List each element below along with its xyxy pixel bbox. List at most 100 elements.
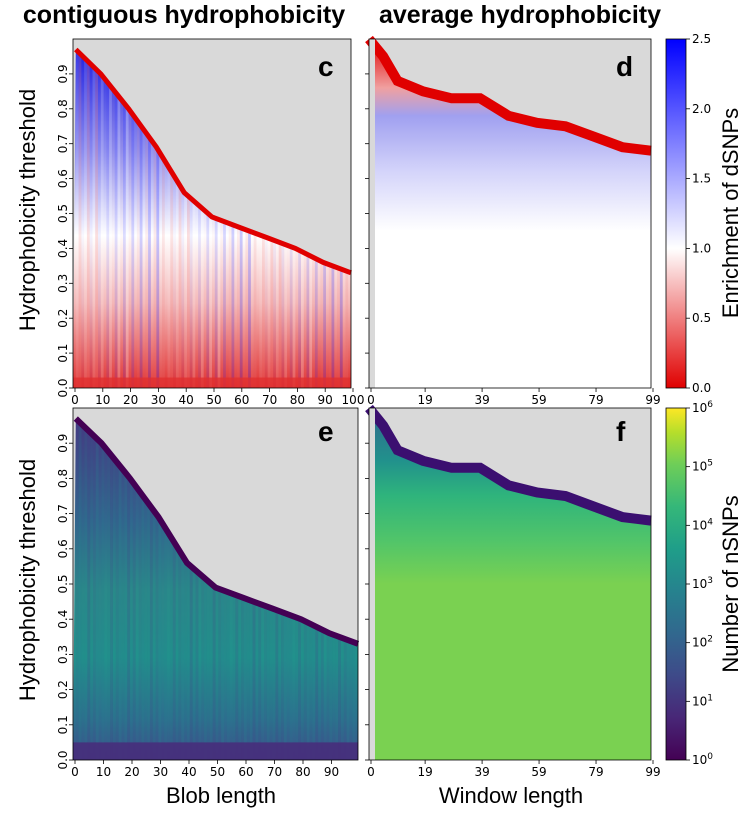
heatmap-column (346, 639, 350, 760)
heatmap-column (189, 565, 193, 760)
heatmap-column (131, 112, 135, 388)
heatmap-column (164, 526, 168, 760)
heatmap-column (143, 128, 146, 388)
heatmap-column (255, 602, 259, 760)
colorbar-label-top: Enrichment of dSNPs (718, 108, 743, 318)
heatmap-column (273, 240, 276, 388)
heatmap-column (113, 457, 116, 760)
heatmap-column (159, 151, 162, 388)
heatmap-column (238, 596, 241, 760)
heatmap-column (110, 453, 113, 760)
heatmap-column (212, 217, 215, 388)
heatmap-column (326, 263, 329, 388)
heatmap-column (312, 624, 316, 760)
heatmap-column (232, 593, 236, 760)
heatmap-column (266, 606, 270, 760)
x-axis-label-left: Blob length (166, 783, 276, 808)
heatmap-column (204, 577, 207, 760)
heatmap-column (207, 580, 210, 760)
y-tick-label: 0.8 (56, 469, 70, 488)
heatmap-column (235, 594, 239, 760)
heatmap-column (221, 589, 225, 760)
heatmap-column (87, 429, 91, 760)
heatmap-column (82, 424, 85, 760)
heatmap-column (95, 68, 98, 388)
y-tick-label: 0.3 (56, 645, 70, 664)
heatmap-column (169, 535, 173, 760)
y-tick-label: 0.7 (56, 134, 70, 153)
y-tick-label: 0.4 (56, 239, 70, 258)
heatmap-column (178, 183, 182, 388)
x-tick-label: 20 (124, 765, 139, 779)
heatmap-column (226, 591, 230, 760)
colorbar-tick-label: 2.0 (692, 102, 711, 116)
panel-f-heatmap: 0 19 39 59 79 99 (365, 404, 661, 779)
heatmap-column (331, 265, 335, 388)
y-tick-label: 0.3 (56, 274, 70, 293)
heatmap-column (342, 269, 346, 388)
heatmap-column (244, 598, 247, 760)
heatmap-column (298, 249, 301, 388)
x-tick-label: 80 (295, 765, 310, 779)
x-tick-label: 60 (238, 765, 253, 779)
heatmap-column (339, 268, 343, 388)
heatmap-column (149, 505, 153, 760)
heatmap-column (270, 239, 274, 388)
heatmap-column (106, 80, 110, 389)
heatmap-column (265, 237, 268, 388)
heatmap-column (84, 426, 88, 760)
heatmap-column (187, 562, 190, 760)
heatmap-column (100, 73, 104, 389)
heatmap-column (89, 63, 93, 388)
heatmap-column (118, 464, 122, 760)
heatmap-column (228, 223, 232, 388)
x-tick-label: 0 (367, 765, 375, 779)
heatmap-column (303, 620, 307, 760)
x-tick-label: 70 (262, 393, 277, 407)
colorbar-tick-label: 106 (692, 400, 713, 415)
heatmap-bottom-band (73, 742, 358, 760)
heatmap-column (192, 199, 196, 388)
y-tick-label: 0.8 (56, 99, 70, 118)
heatmap-column (212, 585, 216, 760)
heatmap-column (320, 261, 324, 388)
panel-c-heatmap: 0.0 0.1 0.2 0.3 0.4 0.5 0.6 0.7 0.8 0.9 0 10 20 30 40 5… (56, 38, 364, 407)
heatmap-column (120, 98, 124, 389)
heatmap-column (86, 60, 90, 389)
heatmap-column (107, 450, 111, 760)
x-tick-label: 20 (123, 393, 138, 407)
heatmap-column (136, 120, 140, 389)
panel-d-heatmap: 0 19 39 59 79 99 (365, 35, 661, 407)
panel-letter-f: f (616, 416, 626, 447)
heatmap-sparse-edge (73, 416, 360, 647)
heatmap-column (234, 225, 237, 388)
y-tick-label: 0.6 (56, 539, 70, 558)
colorbar-tick-label: 2.5 (692, 32, 711, 46)
heatmap-column (309, 255, 313, 388)
y-tick-label: 0.9 (56, 434, 70, 453)
x-tick-label: 0 (367, 393, 375, 407)
heatmap-column (337, 267, 340, 388)
heatmap-column (114, 91, 118, 389)
colorbar-tick-label: 100 (692, 752, 713, 767)
heatmap-column (220, 220, 224, 388)
x-tick-label: 79 (588, 765, 603, 779)
heatmap-column (78, 52, 82, 388)
heatmap-column (248, 230, 251, 388)
x-tick-label: 40 (179, 393, 194, 407)
heatmap-column (201, 575, 205, 760)
y-tick-label: 0.0 (56, 750, 70, 769)
heatmap-column (250, 231, 254, 388)
heatmap-column (278, 242, 282, 388)
heatmap-column (200, 207, 204, 388)
heatmap-column (272, 608, 276, 760)
heatmap-column (242, 228, 246, 388)
colorbar-tick-label: 1.5 (692, 172, 711, 186)
heatmap-column (132, 482, 136, 760)
heatmap-column (309, 623, 313, 760)
title-right: average hydrophobicity (379, 1, 661, 29)
heatmap-column (262, 235, 265, 388)
heatmap-column (178, 549, 182, 760)
heatmap-column (156, 147, 160, 388)
heatmap-column (320, 629, 324, 760)
